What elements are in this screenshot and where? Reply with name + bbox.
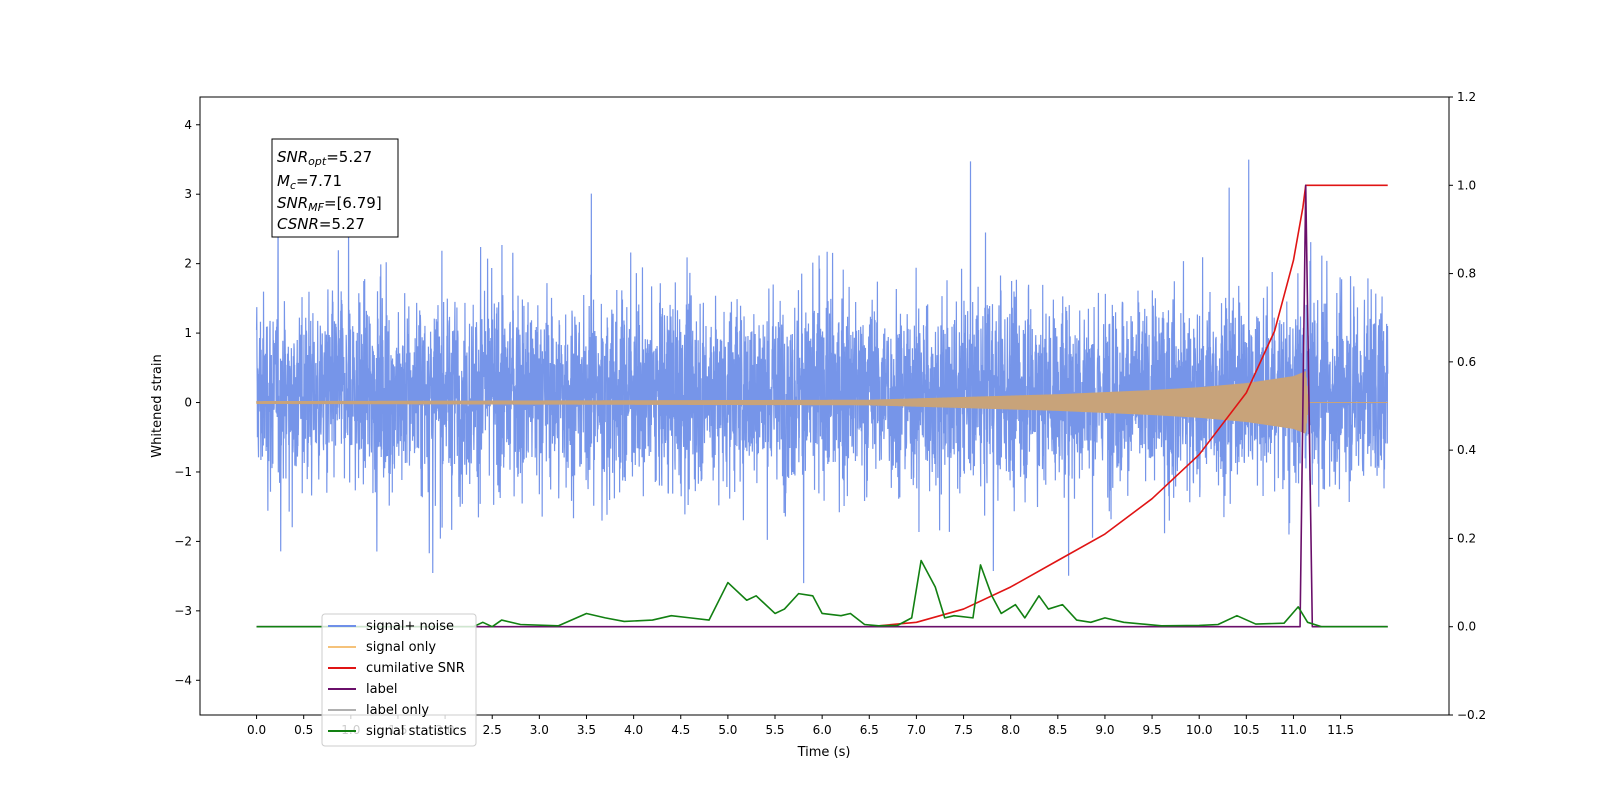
y-right-tick-label: 1.0 [1457, 178, 1476, 192]
x-tick-label: 5.0 [718, 723, 737, 737]
ann-snr-opt-base: SNR [277, 148, 308, 166]
y-tick-label: 4 [184, 118, 192, 132]
x-tick-label: 2.5 [483, 723, 502, 737]
svg-text:Mc=7.71: Mc=7.71 [277, 172, 342, 192]
y-tick-label: −1 [174, 465, 192, 479]
x-tick-label: 11.0 [1280, 723, 1307, 737]
x-tick-label: 6.0 [813, 723, 832, 737]
x-tick-label: 5.5 [765, 723, 784, 737]
legend-label: signal only [366, 640, 436, 655]
y-tick-label: 3 [184, 187, 192, 201]
y-axis-label: Whitened strain [150, 354, 165, 457]
legend-label: label only [366, 703, 429, 718]
legend: signal+ noise signal only cumilative SNR la… [321, 613, 477, 747]
x-axis-label: Time (s) [797, 745, 851, 760]
legend-label: cumilative SNR [366, 661, 465, 676]
x-tick-label: 7.5 [954, 723, 973, 737]
ann-snr-opt-value: =5.27 [326, 148, 372, 166]
ann-mc-base: M [277, 172, 290, 190]
x-tick-label: 4.0 [624, 723, 643, 737]
y-right-tick-label: 0.2 [1457, 531, 1476, 545]
series-signal-only [256, 371, 1388, 434]
y-tick-label: −2 [174, 534, 192, 548]
x-tick-label: 7.0 [907, 723, 926, 737]
legend-label: signal+ noise [366, 619, 454, 634]
ann-csnr-value: =5.27 [319, 215, 365, 233]
x-tick-label: 6.5 [860, 723, 879, 737]
y-tick-label: 2 [184, 257, 192, 271]
x-tick-label: 8.0 [1001, 723, 1020, 737]
annotation-frame [271, 138, 399, 238]
x-tick-label: 8.5 [1048, 723, 1067, 737]
x-tick-label: 0.5 [294, 723, 313, 737]
y-right-tick-label: 0.8 [1457, 267, 1476, 281]
ann-snr-mf-base: SNR [277, 194, 308, 212]
x-tick-label: 10.5 [1233, 723, 1260, 737]
x-tick-label: 4.5 [671, 723, 690, 737]
ann-csnr-base: CSNR [277, 215, 319, 233]
legend-label: label [366, 682, 397, 697]
y-tick-label: −3 [174, 604, 192, 618]
y-tick-label: 0 [184, 396, 192, 410]
x-tick-label: 0.0 [247, 723, 266, 737]
x-tick-label: 3.0 [530, 723, 549, 737]
ann-snr-mf-value: =[6.79] [324, 194, 382, 212]
annotation-box: SNRopt=5.27 Mc=7.71 SNRMF=[6.79] CSNR=5.… [271, 138, 399, 238]
y-right-tick-label: 1.2 [1457, 90, 1476, 104]
svg-text:CSNR=5.27: CSNR=5.27 [277, 215, 365, 233]
y-right-tick-label: −0.2 [1457, 708, 1486, 722]
y-right-tick-label: 0.0 [1457, 620, 1476, 634]
svg-text:SNRMF=[6.79]: SNRMF=[6.79] [277, 194, 382, 214]
svg-text:SNRopt=5.27: SNRopt=5.27 [277, 148, 372, 168]
x-tick-label: 3.5 [577, 723, 596, 737]
x-tick-label: 10.0 [1186, 723, 1213, 737]
plot-frame [199, 96, 1450, 716]
y-axis-right: −0.2 0.0 0.2 0.4 0.6 0.8 1.0 1.2 [1449, 90, 1486, 722]
y-right-tick-label: 0.6 [1457, 355, 1476, 369]
ann-snr-opt-sub: opt [308, 155, 327, 168]
y-tick-label: −4 [174, 673, 192, 687]
x-tick-label: 9.0 [1095, 723, 1114, 737]
y-axis-left: −4 −3 −2 −1 0 1 2 3 4 [174, 118, 200, 687]
x-tick-label: 11.5 [1327, 723, 1354, 737]
y-tick-label: 1 [184, 326, 192, 340]
legend-label: signal statistics [366, 724, 467, 739]
y-right-tick-label: 0.4 [1457, 443, 1476, 457]
x-axis: 0.00.51.01.52.02.53.03.54.04.55.05.56.06… [247, 715, 1354, 737]
legend-frame [321, 613, 477, 747]
ann-mc-sub: c [290, 179, 296, 192]
series-layer [255, 159, 1389, 628]
plot-area [255, 159, 1389, 628]
ann-mc-value: =7.71 [296, 172, 342, 190]
ann-snr-mf-sub: MF [308, 201, 324, 214]
series-cumilative-snr [869, 184, 1388, 628]
x-tick-label: 9.5 [1143, 723, 1162, 737]
series-signal-statistics [256, 559, 1388, 628]
